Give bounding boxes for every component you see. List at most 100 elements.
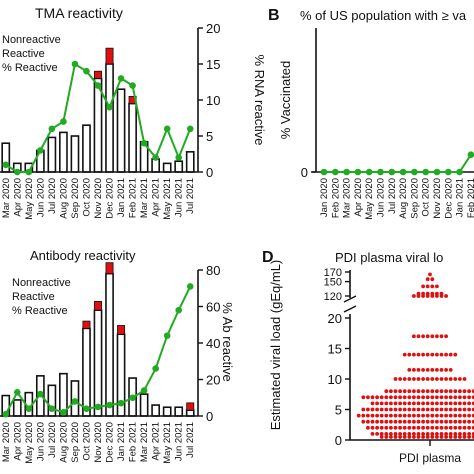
x-tick-label: May 2021 [162, 422, 173, 464]
axis-break [343, 295, 357, 313]
viral-load-dot [467, 389, 471, 394]
viral-load-dot [444, 419, 448, 424]
viral-load-dot [425, 352, 430, 357]
percent-point [129, 394, 136, 402]
viral-load-dot [458, 435, 462, 439]
viral-load-dot [361, 407, 366, 412]
bar-reactive [105, 262, 114, 275]
vaccinated-point [343, 168, 350, 176]
right-tick-label: 20 [206, 21, 220, 36]
viral-load-dot [471, 401, 474, 406]
viral-load-dot [412, 413, 416, 418]
viral-load-dot [416, 432, 421, 436]
x-tick-label: Mar 2021 [139, 178, 150, 218]
viral-load-dot [393, 389, 398, 394]
x-tick-label: Jul 2021 [185, 178, 196, 214]
right-tick-label: 5 [206, 129, 213, 144]
percent-point [60, 118, 67, 125]
percent-point [25, 168, 33, 176]
panel-a-bars [1, 47, 195, 173]
viral-load-dot [412, 395, 416, 400]
viral-load-dot [453, 435, 458, 439]
x-tick-label: Jan 2021 [455, 178, 466, 217]
right-tick-label: 15 [206, 57, 220, 72]
x-tick-label: Aug 2020 [58, 422, 69, 463]
viral-load-dot [421, 352, 425, 357]
viral-load-dot [416, 389, 421, 394]
viral-load-dot [458, 413, 462, 418]
viral-load-dot [398, 401, 402, 406]
bar-nonreactive [59, 131, 68, 173]
viral-load-dot [430, 435, 435, 439]
vaccinated-point [445, 168, 452, 176]
viral-load-dot [379, 435, 384, 439]
viral-load-dot [458, 407, 462, 412]
right-tick-label: 80 [206, 263, 220, 278]
viral-load-dot [393, 425, 398, 430]
panel-b-letter: B [268, 7, 280, 24]
x-tick-label: Apr 2021 [151, 178, 162, 217]
viral-load-dot [421, 294, 425, 298]
x-tick-label: Dec 2020 [443, 178, 454, 219]
viral-load-dot [444, 352, 448, 357]
viral-load-dot [402, 389, 407, 394]
viral-load-dot [416, 294, 421, 298]
bar-nonreactive [162, 406, 172, 417]
viral-load-dot [384, 389, 389, 394]
viral-load-dot [421, 367, 425, 372]
x-tick-label: May 2020 [364, 178, 375, 220]
viral-load-dot [467, 413, 471, 418]
viral-load-dot [421, 389, 425, 394]
bar-nonreactive [105, 63, 114, 173]
viral-load-dot [458, 419, 462, 424]
vaccinated-point [411, 168, 418, 176]
percent-point [71, 60, 79, 68]
x-tick-label: Mar 2020 [342, 178, 353, 218]
x-tick-label: Sep 2020 [70, 422, 81, 463]
bar-nonreactive [128, 102, 137, 173]
percent-point [60, 409, 67, 416]
vaccinated-point [365, 168, 373, 176]
viral-load-dot [402, 407, 407, 412]
viral-load-dot [453, 407, 458, 412]
percent-point [37, 390, 44, 398]
y-tick-label: 10 [328, 372, 342, 387]
bar-reactive [186, 402, 195, 411]
right-tick-label: 0 [206, 409, 213, 424]
viral-load-dot [439, 334, 444, 339]
x-tick-label: Jul 2020 [387, 178, 398, 214]
viral-load-dot [421, 425, 425, 430]
viral-load-dot [412, 432, 416, 436]
x-tick-label: Feb 2021 [128, 422, 139, 462]
viral-load-dot [384, 419, 389, 424]
viral-load-dot [356, 413, 361, 418]
viral-load-dot [471, 432, 474, 436]
panel-b-title: % of US population with ≥ va [300, 8, 467, 23]
viral-load-dot [384, 432, 389, 436]
viral-load-dot [435, 294, 439, 298]
percent-point [175, 306, 183, 314]
percent-point [186, 125, 194, 133]
panel-c-legend: Nonreactive Reactive % Reactive [12, 277, 71, 317]
viral-load-dot [444, 432, 448, 436]
viral-load-dot [439, 432, 444, 436]
y-tick-label: 0 [301, 165, 308, 180]
panel-a-percent-line [2, 60, 194, 176]
x-tick-label: Aug 2020 [58, 178, 69, 219]
viral-load-dot [448, 367, 453, 372]
viral-load-dot [430, 277, 435, 282]
viral-load-dot [375, 401, 379, 406]
viral-load-dot [407, 419, 412, 424]
viral-load-dot [448, 395, 453, 400]
vaccinated-point [354, 168, 362, 176]
viral-load-dot [439, 352, 444, 357]
viral-load-dot [412, 294, 416, 298]
viral-load-dot [375, 419, 379, 424]
viral-load-dot [458, 389, 462, 394]
viral-load-dot [379, 432, 384, 436]
viral-load-dot [421, 432, 425, 436]
viral-load-dot [425, 401, 430, 406]
viral-load-dot [416, 334, 421, 339]
viral-load-dot [444, 334, 448, 339]
viral-load-dot [430, 395, 435, 400]
